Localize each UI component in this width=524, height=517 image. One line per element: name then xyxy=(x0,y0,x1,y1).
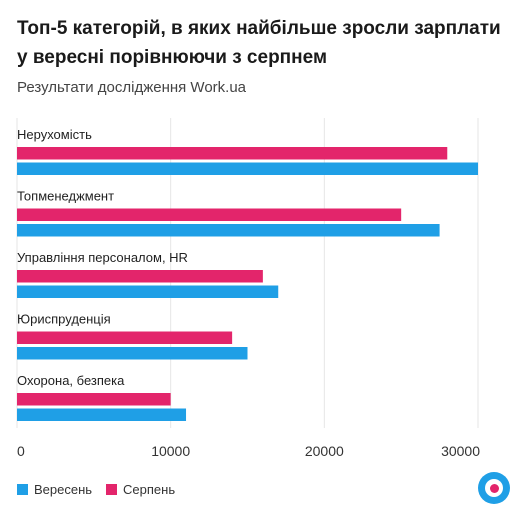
category-label: Управління персоналом, HR xyxy=(17,250,188,265)
bar-august xyxy=(17,208,402,221)
legend-swatch-august xyxy=(106,484,118,495)
legend-item-september: Вересень xyxy=(17,482,92,497)
bar-august xyxy=(17,147,448,160)
category-label: Охорона, безпека xyxy=(17,373,125,388)
x-tick-label: 30000 xyxy=(441,443,480,459)
x-tick-label: 10000 xyxy=(151,443,190,459)
bar-august xyxy=(17,331,233,344)
category-label: Топменеджмент xyxy=(17,189,114,204)
x-tick-label: 20000 xyxy=(305,443,344,459)
bar-september xyxy=(17,285,279,298)
x-tick-label: 0 xyxy=(17,443,25,459)
logo-ring xyxy=(485,479,503,497)
category-label: Юриспруденція xyxy=(17,312,111,327)
logo-dot xyxy=(489,483,499,493)
legend-item-august: Серпень xyxy=(106,482,175,497)
bar-chart: Нерухомість Топменеджмент Управління персо… xyxy=(16,118,480,459)
chart-title: Топ-5 категорій, в яких найбільше зросли… xyxy=(17,18,501,68)
bar-august xyxy=(17,270,263,283)
bar-september xyxy=(17,347,248,360)
legend-swatch-september xyxy=(17,484,28,495)
legend-label-august: Серпень xyxy=(123,482,176,497)
bar-september xyxy=(17,224,440,237)
bar-september xyxy=(17,162,478,175)
bar-september xyxy=(17,408,187,421)
workua-logo-icon xyxy=(478,472,510,504)
bar-august xyxy=(17,393,171,406)
legend-label-september: Вересень xyxy=(34,482,93,497)
category-label: Нерухомість xyxy=(17,127,92,142)
chart-subtitle: Результати дослідження Work.ua xyxy=(17,79,247,96)
legend: Вересень Серпень xyxy=(17,482,189,497)
